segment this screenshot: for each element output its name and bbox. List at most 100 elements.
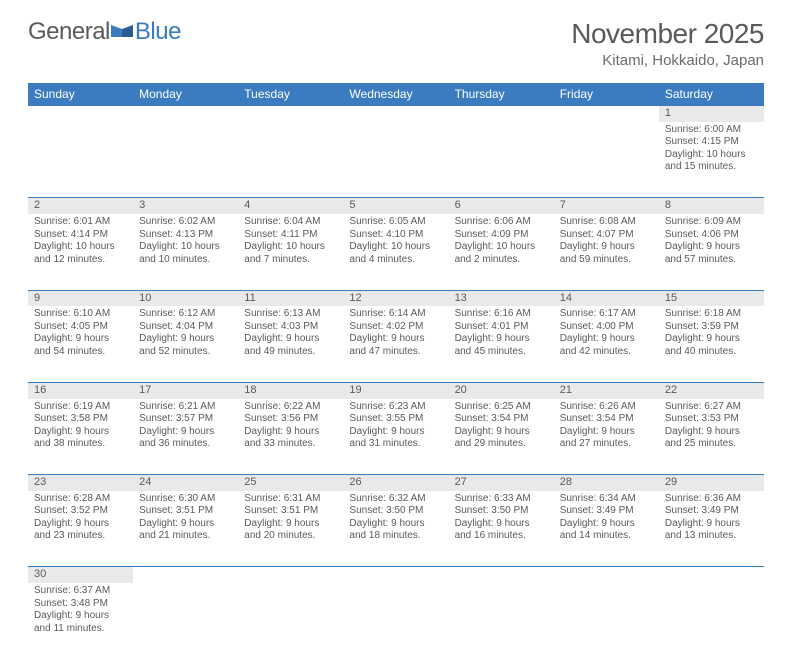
day-number-cell (343, 106, 448, 122)
daylight-line: Daylight: 9 hours and 13 minutes. (665, 518, 758, 543)
day-number-cell: 28 (554, 475, 659, 491)
day-body-row: Sunrise: 6:28 AMSunset: 3:52 PMDaylight:… (28, 491, 764, 567)
month-title: November 2025 (571, 18, 764, 50)
daylight-line: Daylight: 9 hours and 23 minutes. (34, 518, 127, 543)
day-body-cell: Sunrise: 6:06 AMSunset: 4:09 PMDaylight:… (449, 214, 554, 290)
location: Kitami, Hokkaido, Japan (571, 52, 764, 69)
day-number-cell (659, 567, 764, 583)
sunset-line: Sunset: 4:15 PM (665, 136, 758, 149)
sunset-line: Sunset: 3:57 PM (139, 413, 232, 426)
daylight-line: Daylight: 9 hours and 45 minutes. (455, 333, 548, 358)
day-number-cell: 19 (343, 382, 448, 398)
sunset-line: Sunset: 4:14 PM (34, 229, 127, 242)
day-body-cell: Sunrise: 6:09 AMSunset: 4:06 PMDaylight:… (659, 214, 764, 290)
day-number-cell: 29 (659, 475, 764, 491)
sunset-line: Sunset: 4:06 PM (665, 229, 758, 242)
weekday-header: Wednesday (343, 83, 448, 106)
sunrise-line: Sunrise: 6:33 AM (455, 493, 548, 506)
day-number-cell: 11 (238, 290, 343, 306)
day-number-cell (449, 567, 554, 583)
daylight-line: Daylight: 10 hours and 2 minutes. (455, 241, 548, 266)
day-body-cell (554, 122, 659, 198)
sunrise-line: Sunrise: 6:12 AM (139, 308, 232, 321)
day-body-cell: Sunrise: 6:33 AMSunset: 3:50 PMDaylight:… (449, 491, 554, 567)
sunset-line: Sunset: 3:58 PM (34, 413, 127, 426)
day-number-cell: 24 (133, 475, 238, 491)
sunrise-line: Sunrise: 6:37 AM (34, 585, 127, 598)
daylight-line: Daylight: 9 hours and 38 minutes. (34, 426, 127, 451)
day-number-cell (449, 106, 554, 122)
day-body-cell (238, 583, 343, 659)
day-number-cell: 12 (343, 290, 448, 306)
day-body-row: Sunrise: 6:37 AMSunset: 3:48 PMDaylight:… (28, 583, 764, 659)
day-number-cell: 7 (554, 198, 659, 214)
daylight-line: Daylight: 9 hours and 31 minutes. (349, 426, 442, 451)
day-number-row: 1 (28, 106, 764, 122)
day-body-cell: Sunrise: 6:32 AMSunset: 3:50 PMDaylight:… (343, 491, 448, 567)
sunrise-line: Sunrise: 6:31 AM (244, 493, 337, 506)
weekday-header: Monday (133, 83, 238, 106)
day-body-cell: Sunrise: 6:12 AMSunset: 4:04 PMDaylight:… (133, 306, 238, 382)
sunset-line: Sunset: 3:50 PM (349, 505, 442, 518)
sunrise-line: Sunrise: 6:36 AM (665, 493, 758, 506)
day-body-cell: Sunrise: 6:34 AMSunset: 3:49 PMDaylight:… (554, 491, 659, 567)
sunset-line: Sunset: 4:07 PM (560, 229, 653, 242)
day-number-cell (133, 106, 238, 122)
sunrise-line: Sunrise: 6:21 AM (139, 401, 232, 414)
sunset-line: Sunset: 3:49 PM (665, 505, 758, 518)
day-body-cell: Sunrise: 6:27 AMSunset: 3:53 PMDaylight:… (659, 399, 764, 475)
daylight-line: Daylight: 9 hours and 16 minutes. (455, 518, 548, 543)
logo-text-a: General (28, 18, 110, 46)
day-body-cell (343, 583, 448, 659)
day-body-cell: Sunrise: 6:25 AMSunset: 3:54 PMDaylight:… (449, 399, 554, 475)
daylight-line: Daylight: 9 hours and 36 minutes. (139, 426, 232, 451)
day-body-cell (343, 122, 448, 198)
sunset-line: Sunset: 3:51 PM (139, 505, 232, 518)
day-number-cell: 25 (238, 475, 343, 491)
weekday-header: Tuesday (238, 83, 343, 106)
daylight-line: Daylight: 9 hours and 59 minutes. (560, 241, 653, 266)
day-body-row: Sunrise: 6:01 AMSunset: 4:14 PM Daylight:… (28, 214, 764, 290)
sunset-line: Sunset: 3:56 PM (244, 413, 337, 426)
day-body-cell (133, 122, 238, 198)
day-body-cell: Sunrise: 6:08 AMSunset: 4:07 PMDaylight:… (554, 214, 659, 290)
sunset-line: Sunset: 3:54 PM (455, 413, 548, 426)
daylight-line: Daylight: 9 hours and 33 minutes. (244, 426, 337, 451)
day-number-cell (343, 567, 448, 583)
flag-icon (111, 18, 133, 46)
day-number-cell: 20 (449, 382, 554, 398)
weekday-header: Friday (554, 83, 659, 106)
daylight-line: Daylight: 9 hours and 20 minutes. (244, 518, 337, 543)
daylight-line: Daylight: 9 hours and 14 minutes. (560, 518, 653, 543)
day-number-cell (238, 567, 343, 583)
sunrise-line: Sunrise: 6:02 AM (139, 216, 232, 229)
day-number-cell: 27 (449, 475, 554, 491)
day-body-cell: Sunrise: 6:04 AMSunset: 4:11 PMDaylight:… (238, 214, 343, 290)
sunset-line: Sunset: 4:04 PM (139, 321, 232, 334)
sunrise-line: Sunrise: 6:09 AM (665, 216, 758, 229)
weekday-header: Thursday (449, 83, 554, 106)
daylight-line: Daylight: 9 hours and 21 minutes. (139, 518, 232, 543)
daylight-line: Daylight: 10 hours and 10 minutes. (139, 241, 232, 266)
sunrise-line: Sunrise: 6:30 AM (139, 493, 232, 506)
day-number-row: 23242526272829 (28, 475, 764, 491)
daylight-line: Daylight: 9 hours and 49 minutes. (244, 333, 337, 358)
day-body-cell: Sunrise: 6:00 AMSunset: 4:15 PMDaylight:… (659, 122, 764, 198)
day-number-cell: 15 (659, 290, 764, 306)
day-number-cell (133, 567, 238, 583)
day-number-cell (28, 106, 133, 122)
daylight-line: Daylight: 9 hours and 57 minutes. (665, 241, 758, 266)
calendar-table: Sunday Monday Tuesday Wednesday Thursday… (28, 83, 764, 659)
day-body-cell (28, 122, 133, 198)
day-body-cell: Sunrise: 6:28 AMSunset: 3:52 PMDaylight:… (28, 491, 133, 567)
sunrise-line: Sunrise: 6:17 AM (560, 308, 653, 321)
sunrise-line: Sunrise: 6:01 AM (34, 216, 127, 229)
day-number-cell: 4 (238, 198, 343, 214)
sunset-line: Sunset: 3:53 PM (665, 413, 758, 426)
day-number-row: 30 (28, 567, 764, 583)
day-body-cell (449, 122, 554, 198)
day-number-cell: 21 (554, 382, 659, 398)
daylight-line: Daylight: 9 hours and 40 minutes. (665, 333, 758, 358)
daylight-line: Daylight: 9 hours and 27 minutes. (560, 426, 653, 451)
day-number-cell: 9 (28, 290, 133, 306)
